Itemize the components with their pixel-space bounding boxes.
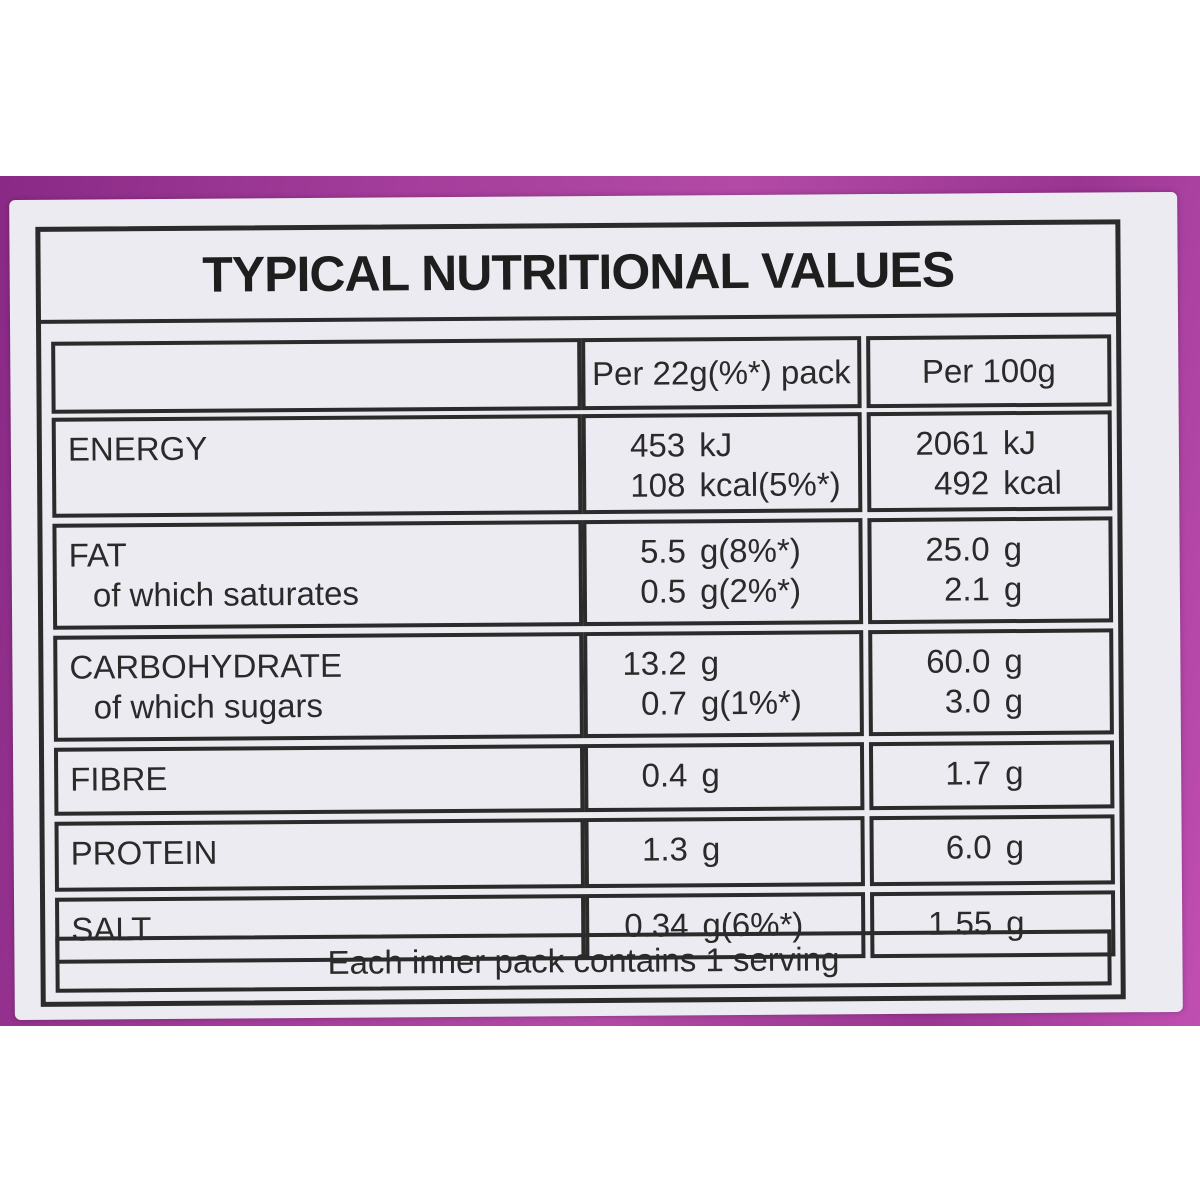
value-number: 3.0 [944, 682, 991, 720]
value-unit: kJ [1002, 423, 1036, 462]
value-number: 0.4 [641, 756, 688, 794]
value-number: 2.1 [943, 570, 991, 608]
value-unit: g [700, 644, 720, 682]
row-label-fibre: FIBRE [53, 744, 585, 816]
value-per-100g-energy: 2061 kJ 492 kcal [866, 410, 1113, 513]
value-per-pack-energy: 453 kJ 108 kcal(5%*) [581, 412, 863, 515]
value-number: 1.7 [945, 754, 992, 792]
value-number: 25.0 [925, 530, 990, 568]
value-unit: g [1003, 570, 1023, 608]
value-per-pack-fibre: 0.4 g [583, 742, 865, 813]
value-per-100g-fat: 25.0 g 2.1 g [867, 516, 1114, 625]
nutrient-name: FAT [68, 536, 127, 574]
header-blank-cell [51, 338, 582, 414]
value-unit: g [1005, 828, 1025, 866]
value-unit: g [1004, 682, 1024, 720]
value-line: 60.0 g [882, 640, 1099, 682]
value-per-pack-protein: 1.3 g [584, 816, 865, 889]
value-per-pack-carbohydrate: 13.2 g 0.7 g(1%*) [583, 630, 864, 739]
value-unit: g [1004, 642, 1023, 680]
value-number: 0.5 [640, 572, 687, 610]
value-line: 453 kJ [596, 424, 848, 466]
column-header-per-pack: Per 22g(%*) pack [581, 336, 862, 411]
value-line: 2.1 g [882, 568, 1099, 610]
value-number: 453 [629, 426, 686, 464]
value-line: 25.0 g [881, 528, 1098, 570]
nutrition-label: TYPICAL NUTRITIONAL VALUES Per 22g(%*) p… [9, 191, 1183, 1021]
nutrient-name: CARBOHYDRATE [69, 646, 343, 686]
value-line: 6.0 g [884, 826, 1101, 868]
value-number: 2061 [915, 424, 989, 462]
value-line: 5.5 g(8%*) [596, 530, 848, 572]
serving-note: Each inner pack contains 1 serving [55, 929, 1112, 993]
value-number: 13.2 [622, 644, 687, 682]
column-header-per-100g: Per 100g [866, 334, 1112, 409]
value-line: 1.7 g [883, 752, 1100, 794]
value-unit: g [701, 756, 720, 794]
value-number: 60.0 [926, 642, 991, 680]
value-per-100g-carbohydrate: 60.0 g 3.0 g [868, 628, 1114, 737]
value-unit: g [701, 830, 721, 868]
nutrient-sublabel: of which saturates [92, 574, 360, 614]
value-line: 108 kcal(5%*) [596, 464, 848, 506]
value-number: 492 [933, 464, 990, 502]
value-line: 0.4 g [598, 754, 850, 796]
value-unit: g [1003, 530, 1023, 568]
value-line: 0.7 g(1%*) [598, 682, 850, 724]
nutrient-sublabel: of which sugars [93, 686, 324, 726]
value-number: 1.3 [641, 830, 689, 868]
value-line: 1.3 g [599, 828, 851, 870]
row-label-carbohydrate: CARBOHYDRATE of which sugars [53, 632, 584, 742]
value-number: 5.5 [639, 532, 686, 570]
value-line: 492 kcal [881, 462, 1098, 504]
value-unit: kJ [698, 426, 733, 464]
value-unit: g(2%*) [700, 571, 802, 610]
value-unit: kcal [1003, 463, 1062, 502]
value-number: 108 [630, 466, 686, 504]
value-line: 13.2 g [597, 642, 849, 684]
packaging-photo: TYPICAL NUTRITIONAL VALUES Per 22g(%*) p… [0, 176, 1200, 1026]
nutrient-name: PROTEIN [70, 833, 218, 872]
value-unit: g(8%*) [699, 531, 801, 570]
value-unit: kcal(5%*) [699, 465, 841, 504]
value-line: 0.5 g(2%*) [597, 570, 849, 612]
nutrition-table: TYPICAL NUTRITIONAL VALUES Per 22g(%*) p… [35, 219, 1126, 1007]
value-number: 6.0 [945, 828, 992, 866]
value-number: 0.7 [640, 684, 688, 722]
value-line: 3.0 g [883, 680, 1100, 722]
row-label-protein: PROTEIN [54, 818, 585, 892]
value-unit: g(1%*) [700, 683, 802, 722]
row-label-fat: FAT of which saturates [52, 520, 584, 630]
row-label-energy: ENERGY [51, 414, 583, 518]
value-unit: g [1005, 754, 1024, 792]
nutrient-name: ENERGY [67, 429, 208, 468]
value-per-100g-fibre: 1.7 g [868, 740, 1115, 811]
value-per-100g-protein: 6.0 g [869, 814, 1115, 887]
value-per-pack-fat: 5.5 g(8%*) 0.5 g(2%*) [582, 518, 864, 627]
nutrient-name: FIBRE [70, 759, 168, 798]
value-line: 2061 kJ [881, 422, 1098, 464]
table-title: TYPICAL NUTRITIONAL VALUES [40, 224, 1116, 324]
